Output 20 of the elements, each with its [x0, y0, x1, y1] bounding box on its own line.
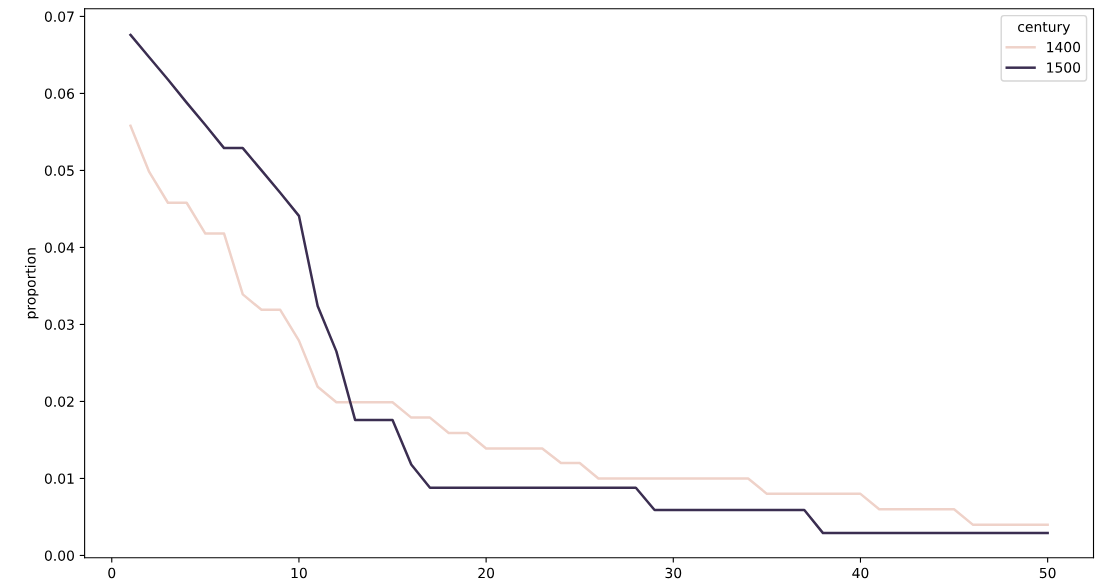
line-series [129, 33, 1049, 535]
x-tick-label: 30 [665, 567, 682, 579]
x-tick-label: 0 [108, 567, 116, 579]
y-tick-label: 0.03 [44, 319, 74, 330]
legend-label: 1500 [1047, 62, 1081, 73]
y-tick-label: 0.00 [44, 550, 74, 561]
y-tick-label: 0.04 [44, 242, 75, 253]
y-tick-label: 0.07 [44, 11, 74, 22]
x-tick-label: 50 [1039, 567, 1056, 579]
x-tick-label: 10 [291, 567, 307, 579]
legend-label: 1400 [1047, 41, 1081, 53]
x-tick-label: 40 [852, 567, 869, 579]
legend-title: century [1018, 22, 1071, 35]
y-tick-label: 0.05 [44, 165, 74, 176]
y-axis-title: proportion [24, 248, 39, 319]
y-tick-label: 0.06 [44, 88, 75, 99]
line-series [129, 124, 1049, 526]
y-tick-label: 0.01 [44, 473, 74, 484]
y-tick-label: 0.02 [44, 396, 74, 407]
x-tick-label: 20 [478, 567, 495, 579]
